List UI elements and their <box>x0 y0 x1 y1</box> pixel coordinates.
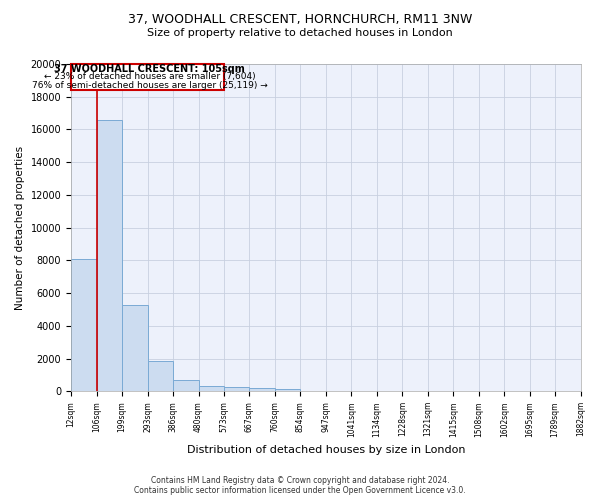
Text: 37, WOODHALL CRESCENT, HORNCHURCH, RM11 3NW: 37, WOODHALL CRESCENT, HORNCHURCH, RM11 … <box>128 12 472 26</box>
Bar <box>173 380 199 392</box>
Bar <box>199 386 224 392</box>
Text: 76% of semi-detached houses are larger (25,119) →: 76% of semi-detached houses are larger (… <box>32 81 268 90</box>
Bar <box>148 361 173 392</box>
Text: ← 23% of detached houses are smaller (7,604): ← 23% of detached houses are smaller (7,… <box>44 72 256 81</box>
Bar <box>97 120 122 392</box>
Bar <box>224 386 250 392</box>
Bar <box>71 64 224 90</box>
Bar <box>122 304 148 392</box>
Bar <box>71 259 97 392</box>
Y-axis label: Number of detached properties: Number of detached properties <box>15 146 25 310</box>
Text: Contains HM Land Registry data © Crown copyright and database right 2024.
Contai: Contains HM Land Registry data © Crown c… <box>134 476 466 495</box>
X-axis label: Distribution of detached houses by size in London: Distribution of detached houses by size … <box>187 445 465 455</box>
Bar <box>250 388 275 392</box>
Text: 37 WOODHALL CRESCENT: 105sqm: 37 WOODHALL CRESCENT: 105sqm <box>54 64 245 74</box>
Text: Size of property relative to detached houses in London: Size of property relative to detached ho… <box>147 28 453 38</box>
Bar <box>275 389 301 392</box>
